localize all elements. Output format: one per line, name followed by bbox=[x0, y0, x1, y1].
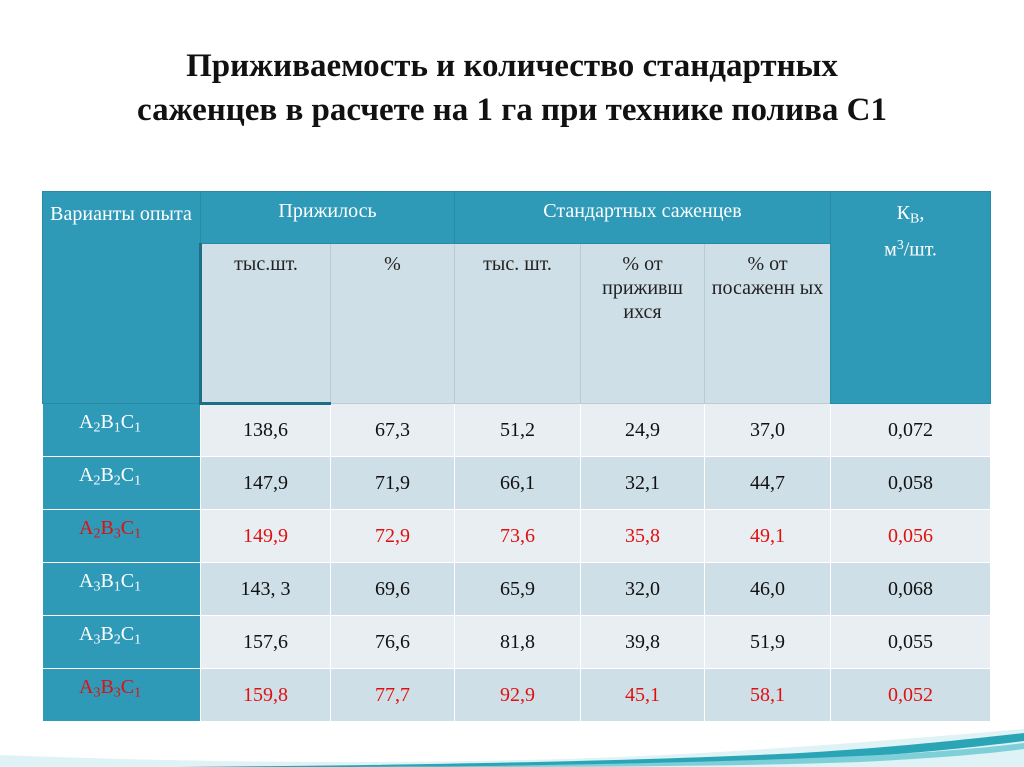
table-cell: 71,9 bbox=[330, 456, 455, 510]
table-cell: 49,1 bbox=[703, 509, 832, 563]
row-variant-label: A3B2C1 bbox=[42, 615, 201, 669]
header-standard: Стандартных саженцев bbox=[453, 191, 832, 244]
table-cell: 0,052 bbox=[830, 668, 992, 722]
table-cell: 76,6 bbox=[330, 615, 455, 669]
title-line-2: саженцев в расчете на 1 га при технике п… bbox=[137, 92, 887, 128]
row-variant-label: A2B3C1 bbox=[42, 509, 201, 563]
table-cell: 149,9 bbox=[200, 509, 331, 563]
table-row: A2B2C1 147,9 71,9 66,1 32,1 44,7 0,058 bbox=[42, 456, 992, 510]
row-variant-label: A2B1C1 bbox=[42, 403, 201, 457]
title-line-1: Приживаемость и количество стандартных bbox=[186, 48, 838, 84]
wave-decoration bbox=[0, 729, 1024, 767]
table-cell: 69,6 bbox=[330, 562, 455, 616]
table-row: A2B3C1 149,9 72,9 73,6 35,8 49,1 0,056 bbox=[42, 509, 992, 563]
subheader-standard-thousand: тыс. шт. bbox=[454, 243, 581, 404]
table-cell: 73,6 bbox=[454, 509, 581, 563]
table-cell: 32,1 bbox=[580, 456, 705, 510]
header-variants: Варианты опыта bbox=[42, 191, 201, 404]
subheader-survived-thousand: тыс.шт. bbox=[199, 243, 331, 405]
table-body: A2B1C1 138,6 67,3 51,2 24,9 37,0 0,072 A2B2C1 14… bbox=[42, 403, 992, 722]
table-cell: 44,7 bbox=[703, 456, 832, 510]
table-cell: 37,0 bbox=[703, 403, 832, 457]
row-variant-label: A3B1C1 bbox=[42, 562, 201, 616]
row-variant-label: A2B2C1 bbox=[42, 456, 201, 510]
table-cell: 0,058 bbox=[830, 456, 992, 510]
table-cell: 32,0 bbox=[580, 562, 705, 616]
header-survived: Прижилось bbox=[200, 191, 455, 244]
table-cell: 138,6 bbox=[200, 403, 331, 457]
table-cell: 35,8 bbox=[580, 509, 705, 563]
table-cell: 0,055 bbox=[830, 615, 992, 669]
subheader-standard-percent-planted: % от посаженн ых bbox=[703, 243, 832, 404]
table-cell: 157,6 bbox=[200, 615, 331, 669]
table-cell: 39,8 bbox=[580, 615, 705, 669]
table-cell: 77,7 bbox=[330, 668, 455, 722]
table-cell: 147,9 bbox=[200, 456, 331, 510]
table-cell: 66,1 bbox=[454, 456, 581, 510]
subheader-survived-percent: % bbox=[330, 243, 455, 404]
table-cell: 58,1 bbox=[703, 668, 832, 722]
row-variant-label: A3B3C1 bbox=[42, 668, 201, 722]
table-cell: 51,2 bbox=[454, 403, 581, 457]
table-row: A3B3C1 159,8 77,7 92,9 45,1 58,1 0,052 bbox=[42, 668, 992, 722]
table-row: A3B2C1 157,6 76,6 81,8 39,8 51,9 0,055 bbox=[42, 615, 992, 669]
table-row: A2B1C1 138,6 67,3 51,2 24,9 37,0 0,072 bbox=[42, 403, 992, 457]
table-cell: 67,3 bbox=[330, 403, 455, 457]
table-cell: 159,8 bbox=[200, 668, 331, 722]
table-cell: 46,0 bbox=[703, 562, 832, 616]
table-cell: 0,056 bbox=[830, 509, 992, 563]
table-cell: 24,9 bbox=[580, 403, 705, 457]
table-cell: 45,1 bbox=[580, 668, 705, 722]
table-cell: 0,072 bbox=[830, 403, 992, 457]
table-cell: 65,9 bbox=[454, 562, 581, 616]
table-cell: 72,9 bbox=[330, 509, 455, 563]
table-cell: 81,8 bbox=[454, 615, 581, 669]
header-kv: КВ, м3/шт. bbox=[830, 191, 992, 404]
table-row: A3B1C1 143, 3 69,6 65,9 32,0 46,0 0,068 bbox=[42, 562, 992, 616]
subheader-standard-percent-survived: % от приживш ихся bbox=[580, 243, 705, 404]
slide-title: Приживаемость и количество стандартных с… bbox=[0, 44, 1024, 132]
table-cell: 143, 3 bbox=[200, 562, 331, 616]
table-cell: 0,068 bbox=[830, 562, 992, 616]
table-cell: 51,9 bbox=[703, 615, 832, 669]
table-cell: 92,9 bbox=[454, 668, 581, 722]
data-table: Варианты опыта Прижилось Стандартных саж… bbox=[42, 191, 992, 722]
